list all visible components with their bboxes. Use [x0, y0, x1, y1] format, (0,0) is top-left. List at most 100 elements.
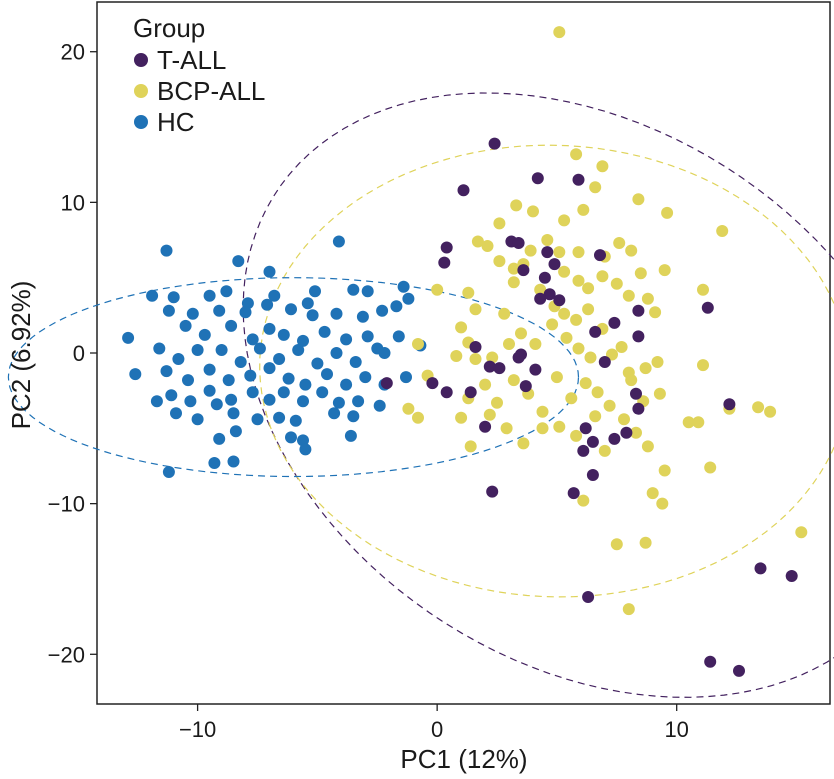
point-bcp-all — [402, 402, 415, 415]
point-t-all — [469, 341, 482, 353]
point-hc — [172, 353, 185, 365]
ellipse-hc — [7, 277, 580, 478]
point-hc — [213, 304, 226, 317]
point-bcp-all — [634, 267, 647, 280]
ellipse-t-all — [242, 92, 834, 698]
point-hc — [203, 363, 216, 376]
point-hc — [160, 244, 173, 257]
point-t-all — [438, 256, 451, 269]
point-t-all — [632, 330, 645, 343]
point-hc — [347, 410, 360, 423]
point-bcp-all — [529, 338, 542, 350]
legend-key-t-all — [134, 53, 148, 67]
point-bcp-all — [471, 235, 484, 248]
point-hc — [400, 371, 412, 384]
point-t-all — [608, 316, 621, 329]
y-tick-label: 10 — [61, 190, 85, 215]
point-hc — [162, 304, 175, 317]
x-tick-label: 10 — [664, 717, 688, 742]
point-bcp-all — [579, 377, 592, 390]
point-bcp-all — [582, 282, 595, 295]
point-hc — [251, 413, 264, 426]
point-bcp-all — [558, 214, 571, 227]
point-hc — [285, 431, 297, 444]
point-bcp-all — [455, 411, 468, 424]
point-t-all — [531, 172, 544, 185]
point-bcp-all — [641, 440, 654, 453]
point-t-all — [586, 435, 599, 448]
point-bcp-all — [479, 378, 492, 391]
point-bcp-all — [493, 217, 506, 230]
point-bcp-all — [536, 422, 549, 435]
point-hc — [277, 386, 290, 399]
point-bcp-all — [572, 274, 585, 287]
point-t-all — [486, 485, 499, 498]
point-bcp-all — [412, 338, 424, 350]
point-t-all — [553, 294, 566, 307]
point-bcp-all — [598, 444, 611, 457]
y-axis-title: PC2 (6.92%) — [6, 281, 36, 430]
point-hc — [378, 347, 391, 359]
point-hc — [273, 411, 286, 424]
point-hc — [122, 331, 135, 344]
point-t-all — [519, 380, 532, 393]
point-bcp-all — [622, 289, 635, 302]
point-bcp-all — [464, 440, 477, 453]
point-bcp-all — [515, 327, 527, 340]
point-bcp-all — [553, 420, 566, 433]
point-hc — [292, 344, 305, 356]
point-hc — [321, 368, 333, 381]
point-hc — [330, 307, 343, 320]
point-hc — [347, 283, 360, 296]
point-hc — [203, 289, 216, 302]
point-bcp-all — [625, 374, 638, 387]
point-bcp-all — [610, 538, 623, 551]
point-hc — [311, 357, 324, 370]
point-hc — [191, 344, 204, 356]
point-t-all — [598, 356, 611, 368]
point-hc — [285, 303, 297, 316]
legend-key-hc — [134, 115, 148, 129]
point-bcp-all — [764, 405, 777, 418]
point-bcp-all — [572, 342, 585, 355]
point-hc — [165, 389, 178, 402]
point-bcp-all — [704, 461, 717, 474]
point-bcp-all — [486, 351, 499, 364]
point-hc — [392, 330, 405, 343]
legend-label-t-all: T-ALL — [157, 45, 226, 75]
point-hc — [376, 304, 389, 317]
point-t-all — [548, 258, 561, 271]
point-bcp-all — [493, 255, 506, 268]
point-hc — [268, 289, 281, 302]
point-hc — [253, 342, 266, 355]
point-t-all — [534, 292, 547, 305]
point-t-all — [701, 301, 714, 314]
point-t-all — [529, 363, 542, 376]
point-bcp-all — [507, 374, 520, 387]
data-points — [122, 26, 808, 677]
point-hc — [328, 407, 341, 420]
point-bcp-all — [527, 205, 539, 218]
point-t-all — [704, 655, 717, 668]
point-bcp-all — [596, 160, 609, 173]
point-bcp-all — [565, 392, 578, 405]
point-t-all — [567, 487, 580, 500]
point-bcp-all — [553, 246, 566, 259]
point-hc — [373, 399, 386, 412]
point-bcp-all — [546, 318, 559, 331]
point-hc — [361, 285, 374, 298]
point-hc — [277, 328, 290, 341]
point-t-all — [723, 398, 736, 411]
point-bcp-all — [622, 603, 635, 616]
point-hc — [227, 455, 240, 468]
point-bcp-all — [572, 246, 585, 259]
point-hc — [301, 297, 314, 310]
point-bcp-all — [630, 426, 642, 439]
x-axis-title: PC1 (12%) — [400, 744, 527, 774]
point-hc — [227, 407, 240, 420]
y-tick-label: −20 — [48, 642, 85, 667]
point-hc — [330, 347, 343, 359]
point-bcp-all — [661, 206, 674, 219]
point-t-all — [426, 377, 439, 390]
point-t-all — [632, 402, 645, 415]
